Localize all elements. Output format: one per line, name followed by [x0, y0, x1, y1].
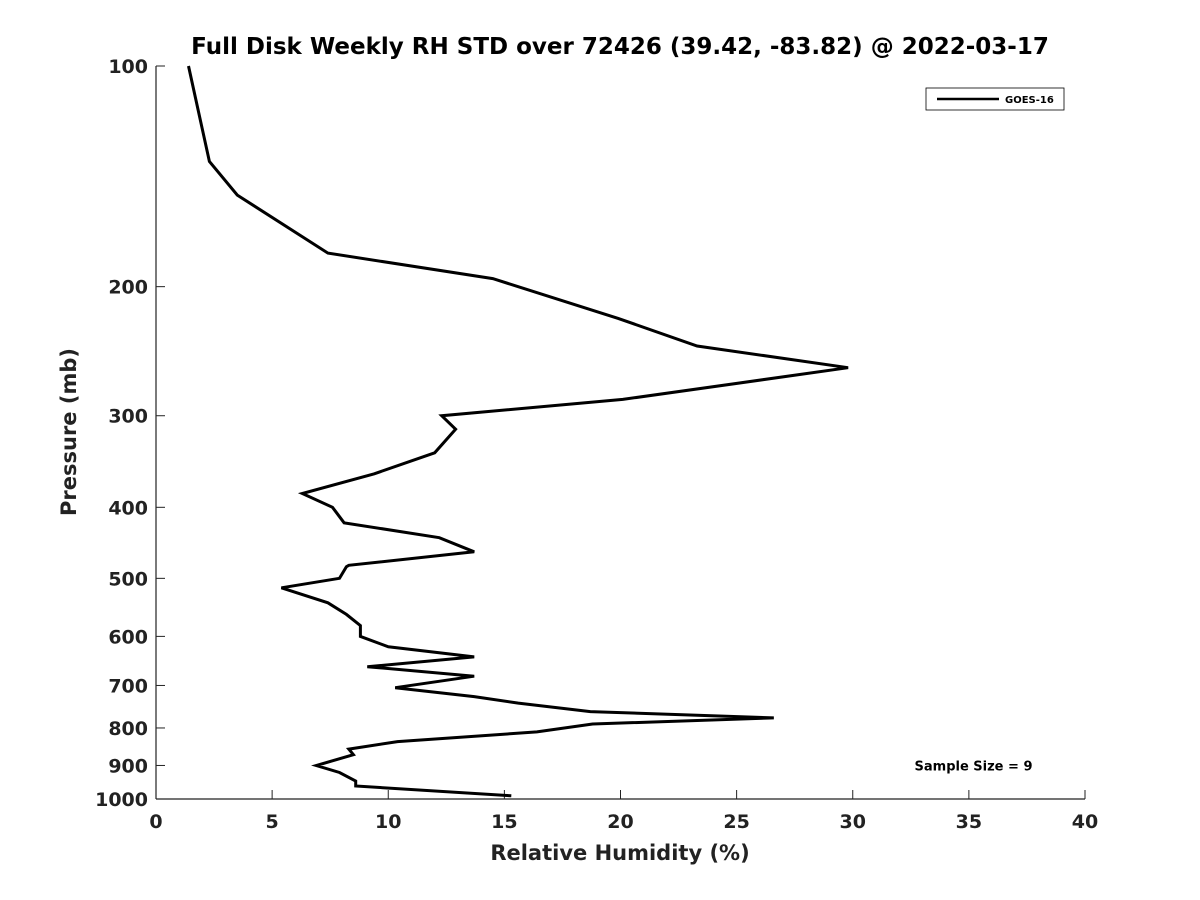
x-ticks: 0 5 10 15 20 25 30 35 40	[149, 790, 1098, 833]
x-tick-label: 5	[266, 811, 279, 833]
series-layer	[187, 65, 849, 798]
chart-title: Full Disk Weekly RH STD over 72426 (39.4…	[191, 34, 1049, 60]
x-tick-label: 40	[1072, 811, 1098, 833]
x-tick-label: 10	[375, 811, 401, 833]
y-tick-label: 900	[108, 755, 148, 777]
y-axis-label: Pressure (mb)	[57, 348, 81, 516]
sample-size-annotation: Sample Size = 9	[915, 759, 1033, 774]
legend-label-goes-16: GOES-16	[1005, 95, 1054, 106]
legend: GOES-16	[925, 87, 1065, 111]
series-line-goes-16	[187, 65, 849, 798]
y-tick-label: 100	[108, 56, 148, 78]
x-tick-label: 30	[840, 811, 866, 833]
y-ticks: 100 200 300 400 500 600 700 800 900 1000	[95, 56, 165, 811]
x-axis: 0 5 10 15 20 25 30 35 40	[149, 790, 1098, 833]
y-tick-label: 1000	[95, 789, 148, 811]
x-tick-label: 0	[149, 811, 162, 833]
y-tick-label: 400	[108, 497, 148, 519]
y-tick-label: 500	[108, 568, 148, 590]
y-tick-label: 800	[108, 718, 148, 740]
x-axis-label: Relative Humidity (%)	[490, 841, 749, 865]
x-tick-label: 25	[723, 811, 749, 833]
y-tick-label: 300	[108, 406, 148, 428]
y-axis: 100 200 300 400 500 600 700 800 900 1000	[95, 56, 165, 811]
x-tick-label: 35	[956, 811, 982, 833]
x-tick-label: 20	[607, 811, 633, 833]
y-tick-label: 600	[108, 626, 148, 648]
y-tick-label: 200	[108, 277, 148, 299]
x-tick-label: 15	[491, 811, 517, 833]
y-tick-label: 700	[108, 675, 148, 697]
